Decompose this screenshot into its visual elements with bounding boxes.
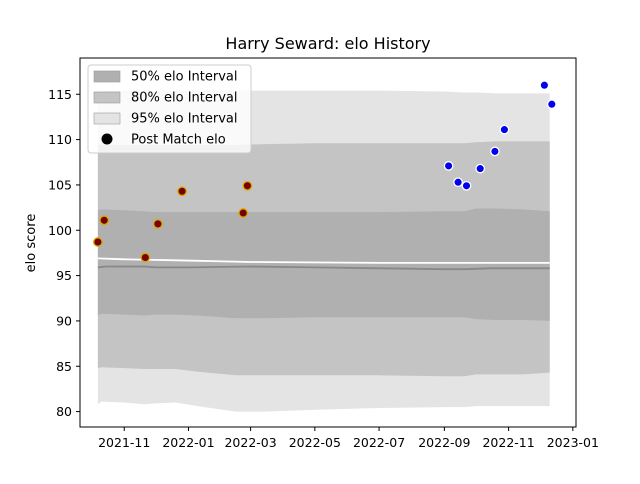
y-tick-label: 110	[48, 132, 72, 147]
data-point	[499, 124, 510, 135]
legend-swatch	[93, 112, 121, 125]
data-point	[546, 99, 557, 110]
legend-label: 50% elo Interval	[131, 70, 238, 85]
y-tick-label: 90	[56, 313, 72, 328]
data-point	[99, 215, 110, 226]
legend: 50% elo Interval 80% elo Interval 95% elo …	[87, 64, 252, 154]
data-point	[490, 146, 500, 157]
data-point	[153, 219, 163, 229]
legend-label: Post Match elo	[131, 133, 226, 148]
series-line-2	[97, 265, 550, 271]
y-tick-label: 95	[56, 268, 72, 283]
legend-box	[87, 64, 252, 154]
series-line-1	[97, 257, 550, 264]
chart-title: Harry Seward: elo History	[225, 34, 430, 53]
data-point	[238, 208, 249, 218]
legend-marker	[101, 133, 113, 145]
y-tick-label: 80	[56, 404, 72, 419]
x-tick-label: 2022-03	[224, 435, 276, 450]
axes-frame	[79, 57, 577, 428]
axes: 2021-11 2022-01 2022-03 2022-05 2022-07 2022-…	[48, 57, 599, 450]
data-point	[93, 237, 103, 247]
data-point	[443, 161, 454, 171]
legend-label: 80% elo Interval	[131, 91, 238, 106]
y-tick-label: 100	[48, 223, 72, 238]
y-tick-label: 115	[48, 87, 72, 102]
x-tick-label: 2022-01	[162, 435, 214, 450]
x-tick-label: 2022-05	[289, 435, 341, 450]
data-point	[177, 186, 187, 197]
legend-label: 95% elo Interval	[131, 112, 238, 127]
x-tick-label: 2022-07	[353, 435, 405, 450]
legend-swatch	[93, 70, 121, 83]
y-axis-label: elo score	[24, 214, 39, 273]
x-tick-label: 2022-09	[418, 435, 470, 450]
data-point	[539, 80, 550, 91]
data-point	[475, 163, 486, 174]
x-tick-label: 2021-11	[98, 435, 150, 450]
x-tick-label: 2023-01	[547, 435, 599, 450]
data-point	[461, 180, 472, 191]
y-tick-label: 85	[56, 359, 72, 374]
data-point	[453, 177, 463, 188]
band-50-interval	[97, 208, 550, 321]
legend-swatch	[93, 91, 121, 104]
data-point	[140, 252, 151, 263]
y-tick-label: 105	[48, 177, 72, 192]
plot-area	[93, 80, 557, 412]
data-point	[242, 180, 253, 191]
x-tick-label: 2022-11	[482, 435, 534, 450]
